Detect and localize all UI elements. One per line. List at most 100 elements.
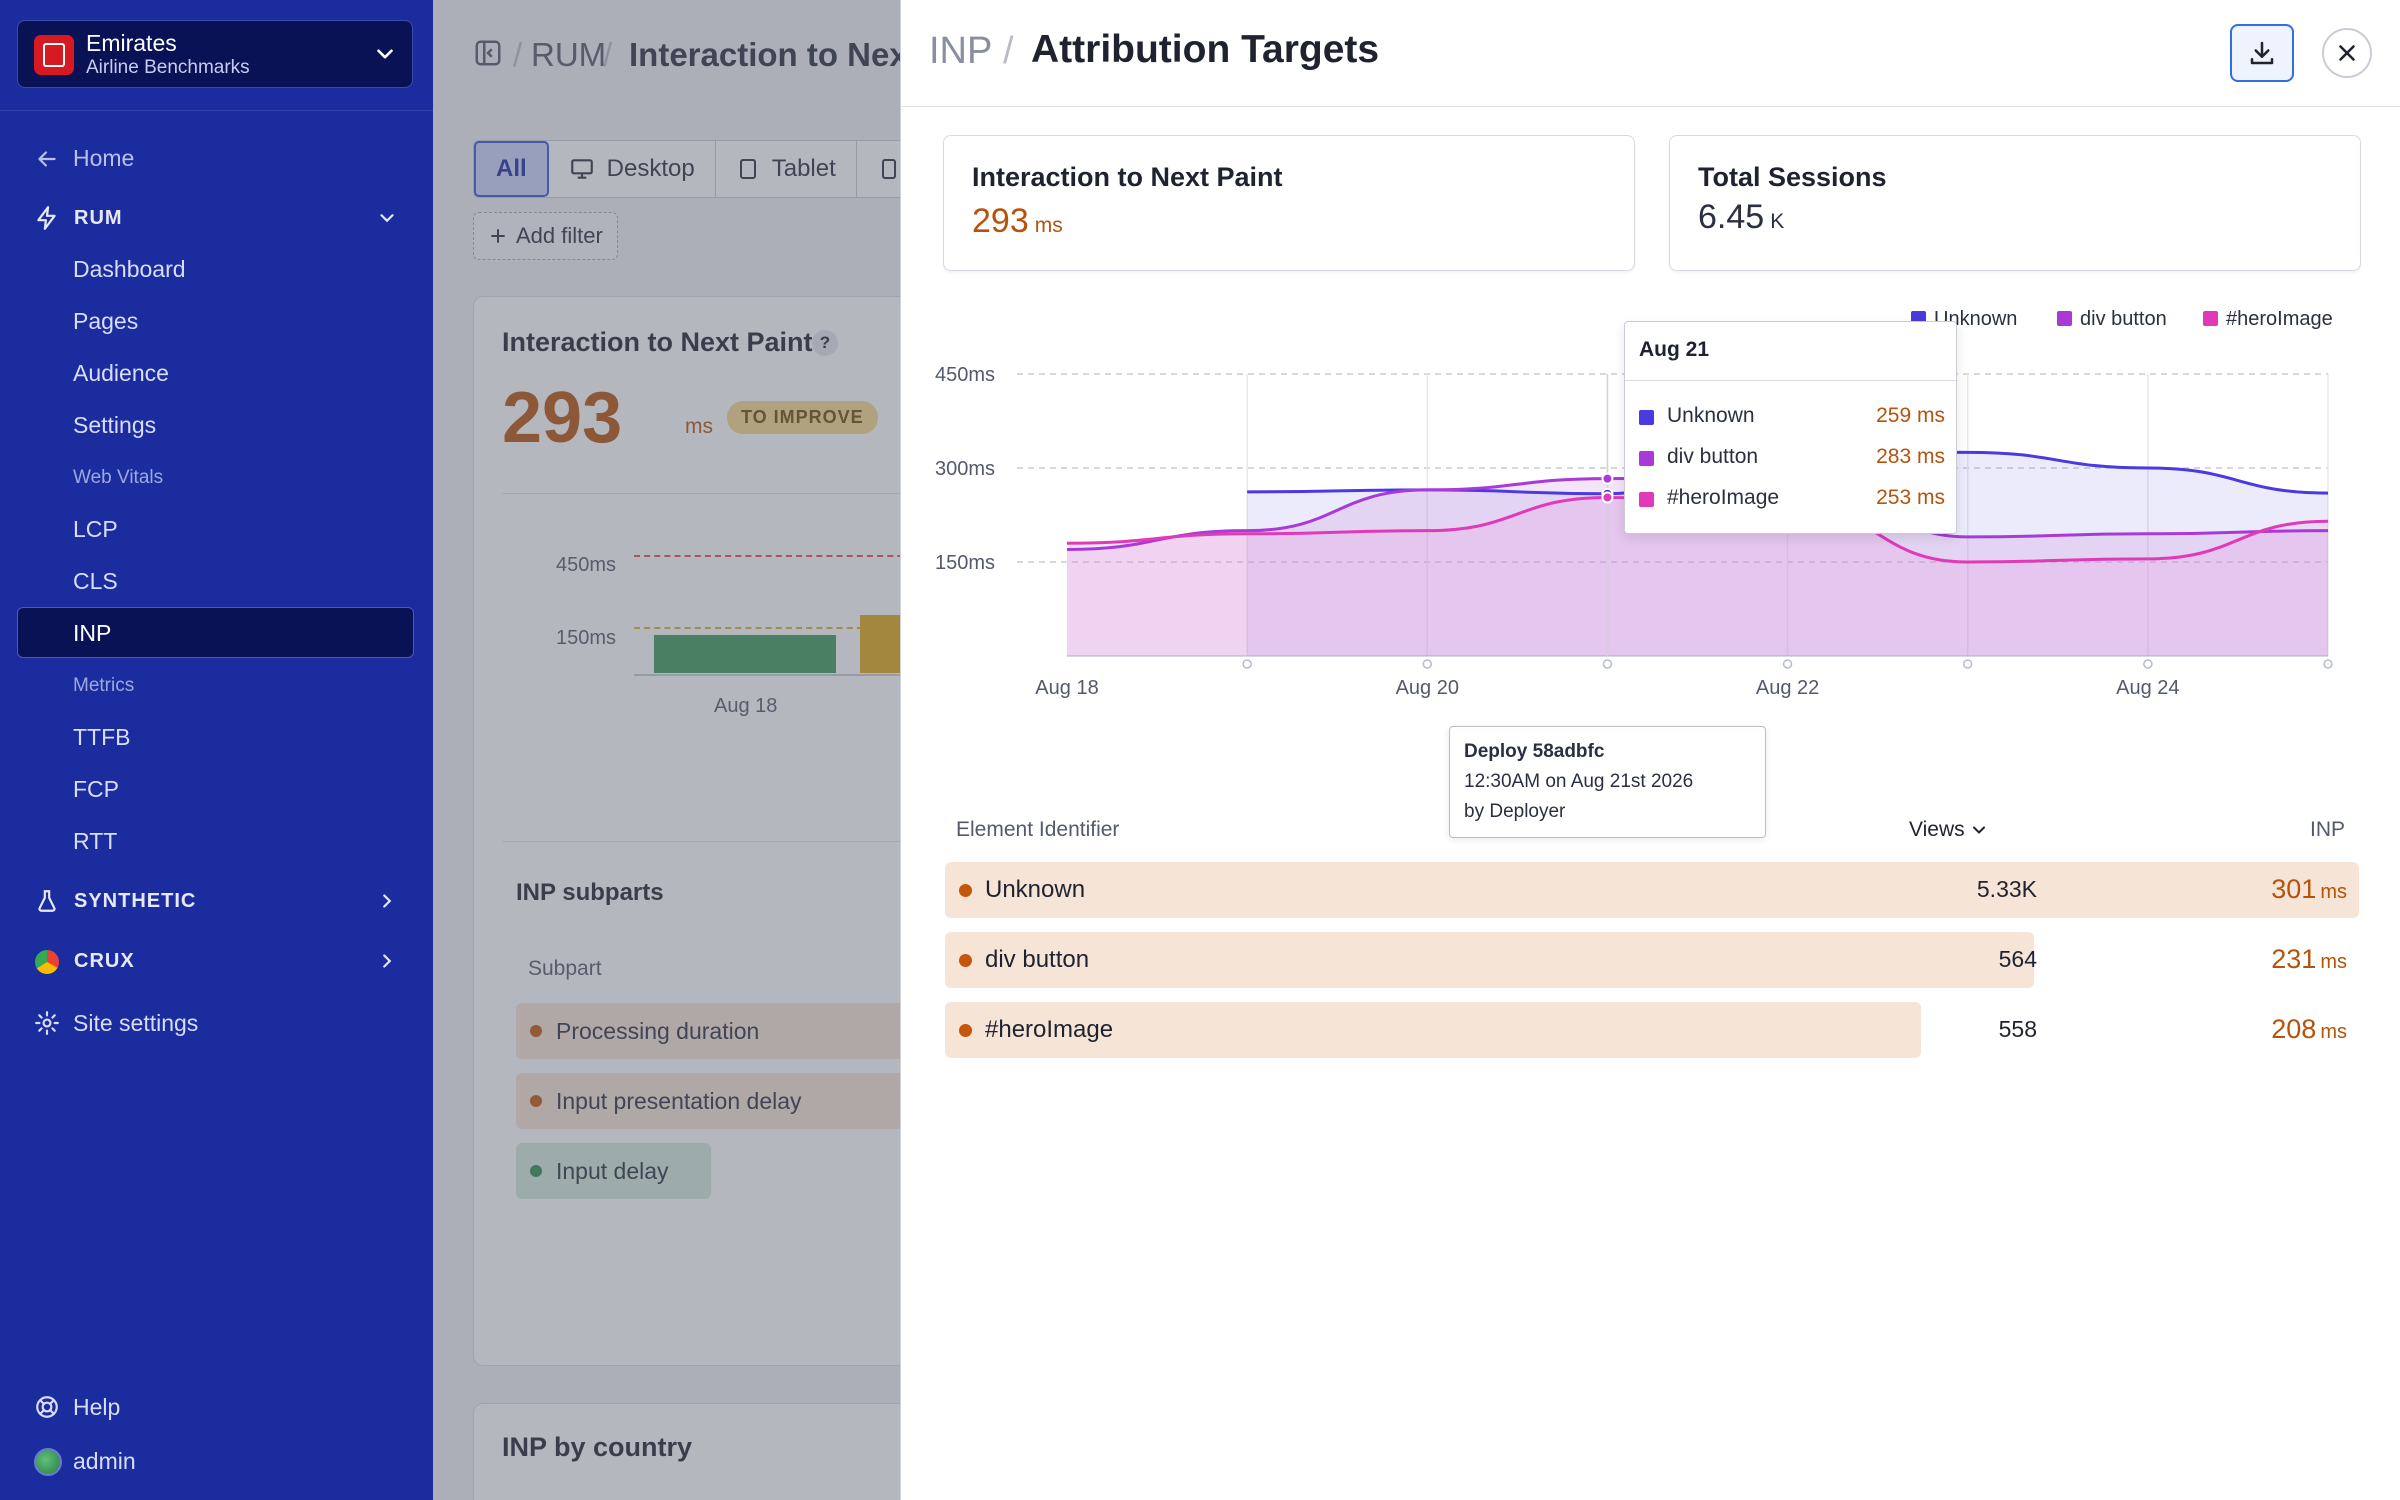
- sidebar-item-dashboard[interactable]: Dashboard: [73, 256, 186, 282]
- add-filter-button[interactable]: Add filter: [473, 212, 618, 260]
- mini-axis-label: 450ms: [556, 554, 617, 576]
- chevron-down-icon[interactable]: [376, 207, 398, 229]
- sidebar-heading-web-vitals: Web Vitals: [73, 467, 164, 488]
- chrome-icon: [35, 950, 59, 974]
- status-dot: [959, 1024, 972, 1037]
- main-content: / RUM / Interaction to Nex All Desktop T…: [433, 0, 900, 1500]
- legend-label[interactable]: #heroImage: [2226, 308, 2333, 330]
- user-name[interactable]: admin: [73, 1448, 136, 1474]
- avatar[interactable]: [34, 1448, 62, 1476]
- column-header-views[interactable]: Views: [1909, 818, 1989, 842]
- mini-axis-label: 150ms: [556, 627, 617, 649]
- table-row[interactable]: Unknown 5.33K 301 ms: [945, 862, 2359, 918]
- hover-point: [1601, 472, 1614, 485]
- status-dot: [530, 1095, 542, 1107]
- sidebar-item-inp[interactable]: INP: [73, 620, 112, 646]
- breadcrumb-rum[interactable]: RUM: [531, 36, 607, 73]
- series-area-divbutton: [1067, 474, 2328, 656]
- close-button[interactable]: [2322, 28, 2372, 78]
- sidebar-divider: [0, 110, 433, 111]
- sidebar-section-synthetic[interactable]: SYNTHETIC: [74, 890, 197, 912]
- org-switcher[interactable]: Emirates Airline Benchmarks: [17, 20, 413, 88]
- breadcrumb-inp[interactable]: INP: [929, 30, 993, 72]
- inp-value: 208 ms: [2271, 1014, 2347, 1045]
- sidebar-item-ttfb[interactable]: TTFB: [73, 724, 131, 750]
- sidebar-item-help[interactable]: Help: [73, 1394, 121, 1420]
- sidebar-section-rum[interactable]: RUM: [74, 207, 123, 229]
- chevron-right-icon[interactable]: [376, 950, 398, 972]
- sidebar-item-fcp[interactable]: FCP: [73, 776, 119, 802]
- element-identifier: Unknown: [985, 876, 1086, 903]
- tooltip-value: 283 ms: [1876, 445, 1945, 468]
- close-icon: [2339, 45, 2355, 61]
- inp-card: Interaction to Next Paint ? 293 ms TO IM…: [473, 296, 900, 1366]
- inp-unit: ms: [2320, 1021, 2347, 1043]
- tooltip-series: Unknown: [1667, 404, 1755, 427]
- mini-axis: [634, 674, 900, 676]
- sidebar-item-settings[interactable]: Settings: [73, 412, 157, 438]
- divider: [502, 493, 900, 494]
- element-identifier: div button: [985, 946, 1090, 973]
- x-tick-marker: [2323, 659, 2333, 669]
- sidebar-item-home[interactable]: Home: [73, 145, 135, 171]
- x-tick-label: Aug 24: [2116, 677, 2179, 699]
- views-count: 558: [1998, 1016, 2037, 1042]
- drawer-title: Attribution Targets: [1031, 28, 1380, 71]
- mini-bar: [860, 615, 900, 673]
- inp-value: 231 ms: [2271, 944, 2347, 975]
- download-button[interactable]: [2230, 24, 2294, 82]
- legend-swatch: [2203, 311, 2218, 326]
- subpart-row[interactable]: Processing duration: [516, 1003, 900, 1059]
- tab-all[interactable]: All: [474, 141, 549, 197]
- divider: [502, 841, 900, 842]
- help-badge-icon[interactable]: ?: [812, 330, 838, 356]
- sidebar-item-site-settings[interactable]: Site settings: [73, 1010, 199, 1036]
- tab-mobile[interactable]: [857, 141, 900, 197]
- subpart-row[interactable]: Input presentation delay: [516, 1073, 900, 1129]
- table-row[interactable]: #heroImage 558 208 ms: [945, 1002, 2359, 1058]
- sidebar-item-audience[interactable]: Audience: [73, 360, 169, 386]
- x-tick-label: Aug 18: [1035, 677, 1098, 699]
- sidebar-item-cls[interactable]: CLS: [73, 568, 118, 594]
- legend-label[interactable]: div button: [2080, 308, 2167, 330]
- legend-swatch: [2057, 311, 2072, 326]
- card-title: Interaction to Next Paint: [502, 327, 813, 357]
- hover-point: [1601, 491, 1614, 504]
- sidebar-item-rtt[interactable]: RTT: [73, 828, 118, 854]
- tablet-icon: [739, 159, 756, 179]
- tab-tablet[interactable]: Tablet: [716, 141, 857, 197]
- threshold-line: [634, 555, 900, 557]
- flask-icon: [38, 890, 56, 912]
- collapse-sidebar-icon[interactable]: [473, 38, 503, 68]
- threshold-line: [634, 627, 900, 629]
- download-icon: [2250, 41, 2274, 65]
- attribution-drawer: INP / Attribution Targets Interaction to…: [900, 0, 2400, 1500]
- subparts-header: Subpart: [528, 957, 602, 980]
- inp-attribution-chart[interactable]: 450ms 300ms 150ms Aug 18 Aug 20 Aug 22 Aug 24 U…: [901, 290, 2400, 710]
- chart-tooltip: Aug 21 Unknown 259 ms div button 283 ms #h…: [1624, 321, 1958, 534]
- deploy-title: Deploy 58adbfc: [1464, 741, 1605, 762]
- breadcrumb-current: Interaction to Nex: [629, 36, 900, 73]
- sidebar-section-crux[interactable]: CRUX: [74, 950, 135, 972]
- tooltip-row: Unknown 259 ms: [1639, 402, 1945, 432]
- tooltip-divider: [1625, 380, 1958, 381]
- breadcrumb-separator: /: [603, 36, 613, 73]
- tab-desktop[interactable]: Desktop: [549, 141, 716, 197]
- sidebar-item-lcp[interactable]: LCP: [73, 516, 118, 542]
- chevron-down-icon: [377, 49, 393, 59]
- table-row[interactable]: div button 564 231 ms: [945, 932, 2359, 988]
- modal-overlay[interactable]: [433, 0, 900, 1500]
- x-tick-marker: [2143, 659, 2153, 669]
- status-dot: [959, 884, 972, 897]
- tooltip-date: Aug 21: [1639, 338, 1710, 361]
- help-icon: [36, 1396, 58, 1418]
- chevron-right-icon[interactable]: [376, 890, 398, 912]
- status-dot: [959, 954, 972, 967]
- tab-label: All: [496, 155, 527, 182]
- subpart-label: Input presentation delay: [556, 1087, 802, 1114]
- deploy-author: by Deployer: [1464, 801, 1566, 822]
- deploy-annotation[interactable]: Deploy 58adbfc 12:30AM on Aug 21st 2026 …: [1449, 726, 1766, 838]
- sidebar-item-pages[interactable]: Pages: [73, 308, 139, 334]
- subpart-row[interactable]: Input delay: [516, 1143, 711, 1199]
- column-header-inp: INP: [2309, 818, 2345, 841]
